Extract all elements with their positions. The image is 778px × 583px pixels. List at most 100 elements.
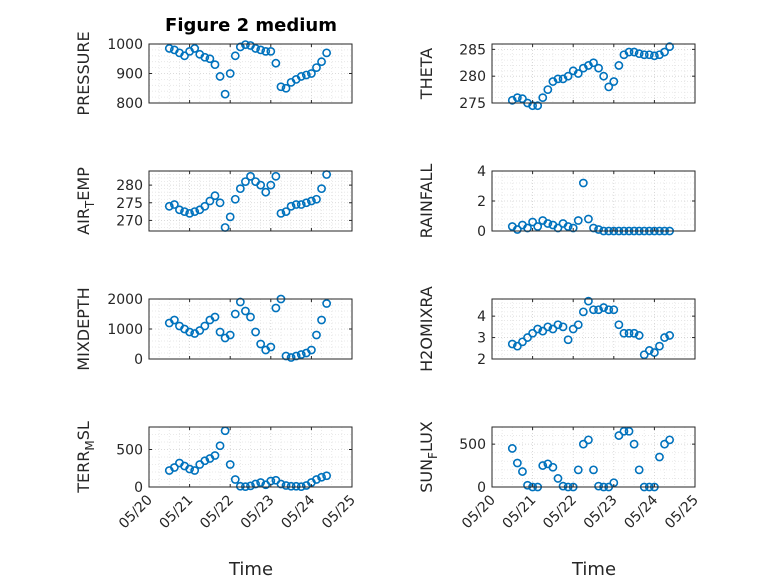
data-point [215,327,225,337]
data-point [573,216,583,225]
y-axis-label: PRESSURE [74,31,93,115]
data-point [512,225,522,234]
data-point [533,101,543,111]
data-point [291,481,301,491]
data-point [634,331,644,340]
figure-title: Figure 2 medium [165,15,337,36]
subplot-sun-flux: 0 500 05/20 05/21 05/22 05/23 05/24 05/25 SUNFLU… [417,421,702,532]
y-tick-label: 1000 [107,322,143,338]
x-tick-label: 05/20 [116,492,156,532]
axes-box [491,426,696,488]
data-point [281,481,291,490]
y-tick-label: 275 [116,196,143,212]
data-point [169,315,179,325]
data-point [169,463,179,472]
data-point [589,58,598,68]
data-point [291,200,301,209]
grid [148,426,353,488]
grid [491,298,696,360]
data-point [276,82,286,92]
y-tick-label: 0 [134,480,143,496]
data-point [235,184,245,194]
y-tick-label: 0 [134,352,143,368]
x-tick-label: 05/25 [319,492,359,532]
data-point [523,333,532,342]
data-point [306,345,316,355]
y-axis-label: MIXDEPTH [74,287,93,370]
data-point [246,481,255,491]
data-point [619,328,629,338]
data-point [190,44,200,53]
y-tick-label: 0 [477,480,486,496]
y-tick-label: 285 [459,42,486,58]
data-point [543,219,553,228]
data-point [629,439,639,449]
data-point [251,327,260,337]
data-point [599,71,609,81]
data-point [306,69,316,78]
data-point [589,305,598,315]
data-point [256,339,266,349]
data-point [644,50,654,60]
data-point [553,223,563,233]
data-point [655,341,664,351]
data-point [251,44,260,53]
data-point [594,63,603,73]
x-tick-label: 05/22 [197,492,237,532]
data-point [584,296,593,306]
data-point [548,462,558,472]
data-point [241,177,250,186]
data-point [261,187,271,197]
data-point [281,83,291,93]
data-point [266,180,276,190]
data-point [261,46,271,56]
data-point [518,337,527,347]
data-point [210,60,220,70]
y-tick-label: 280 [116,178,143,194]
data-point [312,63,321,72]
data-point [210,312,220,322]
y-tick-label: 1000 [107,37,143,53]
data-point [215,441,225,451]
data-point [230,51,240,61]
data-point [286,481,296,491]
data-point [169,200,179,209]
x-tick-label: 05/20 [459,492,499,532]
data-point [528,217,537,227]
y-axis-label: RAINFALL [417,164,436,239]
x-tick-label: 05/24 [621,492,661,532]
data-point [230,475,240,484]
y-tick-label: 270 [116,213,143,229]
data-point [235,297,245,307]
data-point [230,309,240,319]
data-point [317,315,326,325]
data-point [271,58,281,68]
subplot-rainfall: 0 2 4 RAINFALL [417,164,696,240]
data-point [660,333,669,342]
data-point [507,339,517,349]
x-tick-label: 05/25 [662,492,702,532]
data-point [205,196,215,206]
data-point [624,426,634,436]
series-mixdepth [164,294,332,362]
data-point [644,346,654,355]
data-point [624,328,634,338]
data-point [296,200,306,209]
subplot-pressure: 800 900 1000 PRESSURE [74,31,353,116]
data-point [276,479,286,489]
data-point [210,451,220,460]
data-point [629,328,639,338]
data-point [266,46,276,56]
data-point [312,194,321,204]
data-point [195,326,205,335]
data-point [558,481,568,491]
data-point [164,201,174,211]
data-point [563,335,573,345]
data-point [553,474,563,483]
data-point [266,342,276,352]
data-point [251,479,260,489]
data-point [241,306,250,316]
data-point [594,481,603,491]
series-theta [507,42,675,111]
